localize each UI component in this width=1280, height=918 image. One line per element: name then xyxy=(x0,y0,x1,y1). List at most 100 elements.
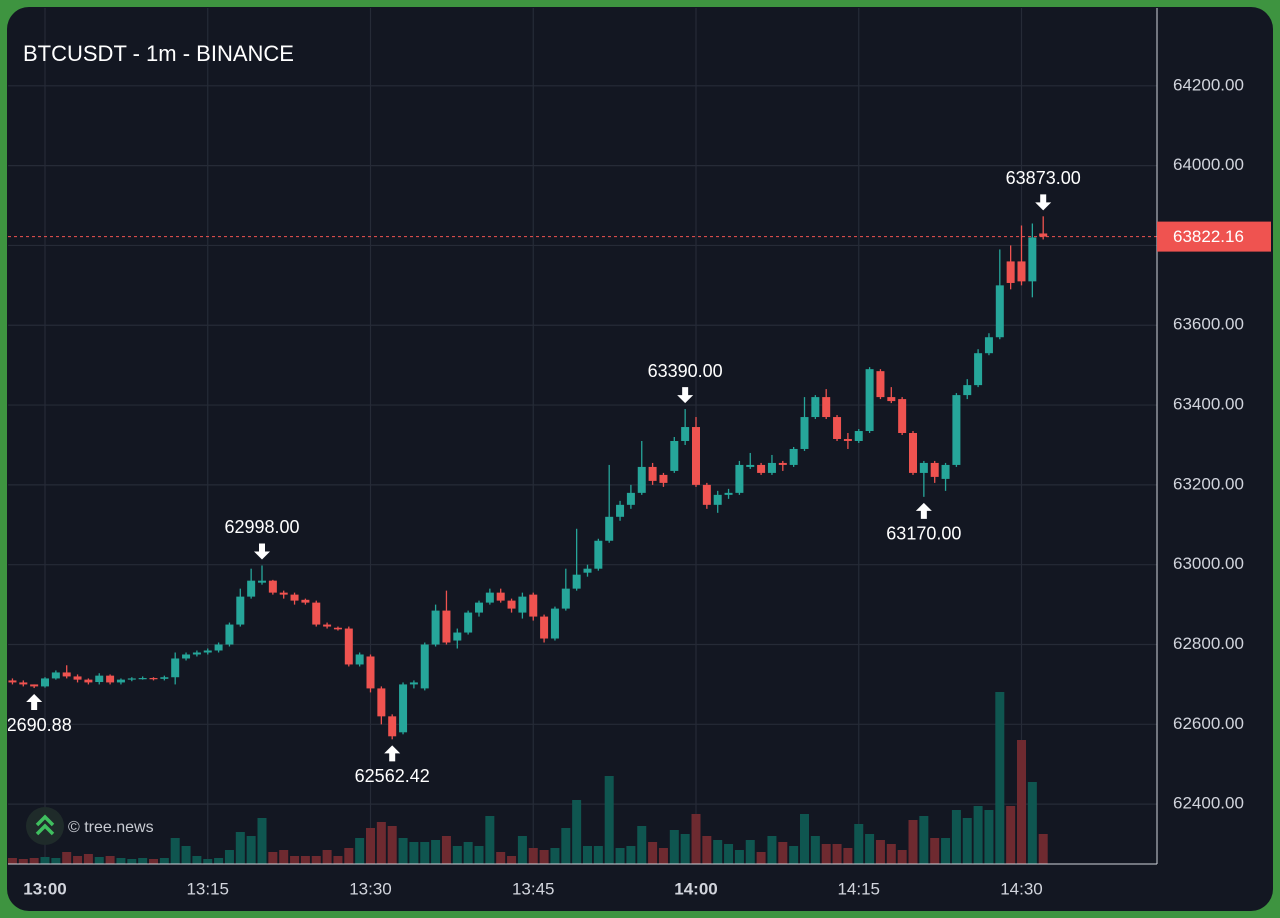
volume-bar xyxy=(680,834,690,864)
candle-body xyxy=(160,677,169,679)
candle-body xyxy=(952,395,961,465)
candle-body xyxy=(583,568,592,573)
candle-body xyxy=(800,417,809,449)
volume-bar xyxy=(528,848,538,864)
candle-body xyxy=(626,492,635,505)
volume-bar xyxy=(127,859,137,864)
y-tick-label: 63200.00 xyxy=(1173,474,1244,493)
candle-body xyxy=(84,679,93,683)
x-tick-label: 13:30 xyxy=(349,879,392,898)
candle-body xyxy=(453,632,462,641)
candle-body xyxy=(496,592,505,601)
candle-body xyxy=(279,592,288,595)
candle-body xyxy=(464,612,473,633)
volume-bar xyxy=(420,842,430,864)
volume-bar xyxy=(669,830,679,864)
volume-bar xyxy=(1027,782,1037,864)
volume-bar xyxy=(561,828,571,864)
volume-bar xyxy=(973,806,983,864)
candle-body xyxy=(149,678,158,680)
candle-body xyxy=(518,596,527,613)
volume-bar xyxy=(311,856,321,864)
volume-bar xyxy=(116,858,126,864)
volume-bar xyxy=(941,838,951,864)
volume-bar xyxy=(138,858,148,864)
volume-bar xyxy=(734,850,744,864)
candle-body xyxy=(789,448,798,465)
axes: 62400.00 62600.00 62800.00 63000.00 63200.00… xyxy=(23,75,1271,898)
candle-body xyxy=(1006,261,1015,283)
candle-body xyxy=(127,678,136,680)
candle-body xyxy=(930,462,939,477)
candle-body xyxy=(138,678,147,680)
candle-body xyxy=(963,385,972,396)
candle-body xyxy=(62,672,71,677)
candle-body xyxy=(258,580,266,583)
candle-body xyxy=(116,679,125,683)
volume-bar xyxy=(290,856,300,864)
candle-body xyxy=(540,616,549,639)
grid xyxy=(8,8,1157,864)
candle-body xyxy=(811,397,820,418)
volume-bar xyxy=(94,857,104,864)
candle-body xyxy=(941,464,950,479)
candle-body xyxy=(19,682,28,685)
volume-bar xyxy=(376,822,386,864)
volume-bar xyxy=(474,846,484,864)
candle-body xyxy=(767,462,776,473)
candle-body xyxy=(8,680,17,683)
volume-bar xyxy=(713,840,723,864)
volume-bar xyxy=(984,810,994,864)
candle-body xyxy=(475,602,483,613)
volume-bar xyxy=(366,828,375,864)
volume-bar xyxy=(149,859,158,864)
volume-bar xyxy=(507,856,517,864)
y-tick-label: 63400.00 xyxy=(1173,395,1244,414)
candle-body xyxy=(659,474,668,483)
candle-body xyxy=(399,684,408,733)
candle-body xyxy=(485,592,494,603)
volume-bar xyxy=(550,848,560,864)
candle-body xyxy=(73,676,82,680)
x-tick-label: 13:00 xyxy=(23,879,66,898)
volume-bar xyxy=(398,838,408,864)
volume-bar xyxy=(224,850,234,864)
candle-body xyxy=(984,337,993,354)
candle-body xyxy=(323,624,332,627)
volume-bar xyxy=(333,856,343,864)
candle-body xyxy=(702,484,711,505)
volume-bar xyxy=(170,838,180,864)
volume-bar xyxy=(583,846,592,864)
x-tick-label: 14:00 xyxy=(674,879,717,898)
volume-bar xyxy=(832,844,842,864)
candle-body xyxy=(214,644,223,651)
volume-bar xyxy=(626,846,636,864)
volume-bar xyxy=(821,844,831,864)
volume-bar xyxy=(789,846,799,864)
candle-body xyxy=(550,608,559,639)
volume-bar xyxy=(279,850,289,864)
candle-body xyxy=(637,466,646,493)
candle-body xyxy=(561,588,570,609)
volume-bar xyxy=(192,856,202,864)
watermark-text: © tree.news xyxy=(68,819,154,836)
candle-body xyxy=(724,492,733,495)
candle-body xyxy=(605,516,614,541)
volume-bar xyxy=(485,816,495,864)
volume-bar xyxy=(919,816,929,864)
panel xyxy=(7,7,1273,911)
volume-bar xyxy=(865,834,875,864)
candle-body xyxy=(355,654,364,665)
watermark-chevrons xyxy=(35,814,55,836)
candle-body xyxy=(529,594,538,617)
candle-body xyxy=(670,440,679,471)
candle-body xyxy=(648,466,657,481)
chart-title: BTCUSDT - 1m - BINANCE xyxy=(23,41,294,66)
plot-area: 62690.88 62998.00 62562.42 63390.00 63170.00… xyxy=(0,168,1157,864)
volume-bar xyxy=(463,842,473,864)
annotation-label: 62690.88 xyxy=(0,715,72,735)
volume-bar xyxy=(409,842,419,864)
candle-body xyxy=(616,504,625,517)
x-tick-label: 14:15 xyxy=(837,879,880,898)
annotation-label: 63170.00 xyxy=(886,524,961,544)
